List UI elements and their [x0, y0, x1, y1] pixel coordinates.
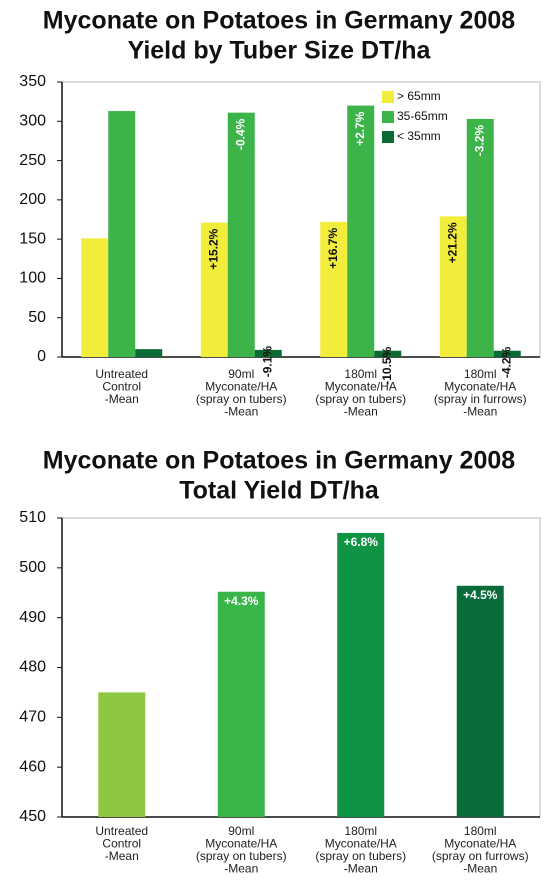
- bar: [493, 350, 521, 357]
- x-tick-line: Untreated: [95, 824, 148, 838]
- legend-label: > 65mm: [397, 89, 441, 103]
- bar: [200, 222, 228, 357]
- change-label: -3.2%: [472, 125, 486, 157]
- change-label: -4.2%: [499, 346, 513, 378]
- bar: [347, 105, 375, 357]
- x-tick-line: Untreated: [95, 367, 148, 381]
- change-label: +6.8%: [344, 535, 379, 549]
- bar: [135, 349, 163, 357]
- bar: [337, 532, 385, 817]
- x-tick-line: Myconate/HA: [444, 380, 516, 394]
- chart-subtitle: Total Yield DT/ha: [179, 477, 380, 505]
- change-label: +15.2%: [206, 228, 220, 269]
- x-tick-line: 180ml: [344, 367, 377, 381]
- bar: [81, 238, 109, 357]
- change-label: -0.4%: [233, 118, 247, 150]
- legend-swatch: [382, 111, 394, 123]
- change-label: -9.1%: [260, 346, 274, 378]
- bar: [466, 118, 494, 357]
- x-tick-line: -Mean: [105, 392, 139, 406]
- x-tick-line: 180ml: [464, 367, 497, 381]
- x-tick-label: Untreated Control -Mean: [95, 824, 148, 863]
- bar: [108, 111, 136, 357]
- y-tick-label: 250: [19, 152, 46, 169]
- x-tick-line: (spray on tubers): [196, 392, 287, 406]
- bar: [374, 350, 402, 357]
- x-tick-line: -Mean: [463, 862, 497, 876]
- x-tick-label: Untreated Control -Mean: [95, 367, 148, 406]
- x-tick-line: -Mean: [105, 849, 139, 863]
- legend-swatch: [382, 91, 394, 103]
- x-tick-line: (spray on furrows): [432, 849, 529, 863]
- change-label: +4.3%: [224, 594, 259, 608]
- x-tick-line: (spray in furrows): [434, 392, 527, 406]
- bar: [456, 585, 504, 817]
- x-tick-line: Control: [102, 380, 141, 394]
- bar: [227, 112, 255, 358]
- x-tick-line: Myconate/HA: [205, 380, 277, 394]
- x-tick-line: (spray on tubers): [315, 849, 406, 863]
- x-tick-line: -Mean: [224, 405, 258, 419]
- bar: [217, 591, 265, 817]
- y-tick-label: 100: [19, 270, 46, 287]
- legend-label: < 35mm: [397, 129, 441, 143]
- y-tick-label: 510: [19, 509, 46, 526]
- x-tick-line: Myconate/HA: [325, 380, 397, 394]
- x-tick-label: 180ml Myconate/HA (spray on tubers) -Mean: [315, 824, 406, 876]
- y-tick-label: 470: [19, 709, 46, 726]
- y-tick-label: 50: [28, 309, 46, 326]
- change-label: +4.5%: [463, 588, 498, 602]
- change-label: +2.7%: [353, 111, 367, 146]
- y-tick-label: 350: [19, 73, 46, 90]
- x-tick-line: -Mean: [224, 862, 258, 876]
- x-tick-line: 180ml: [344, 824, 377, 838]
- y-tick-label: 200: [19, 191, 46, 208]
- y-tick-label: 500: [19, 559, 46, 576]
- x-tick-line: (spray on tubers): [315, 392, 406, 406]
- y-tick-label: 450: [19, 808, 46, 825]
- x-tick-line: 90ml: [228, 824, 254, 838]
- x-tick-label: 180ml Myconate/HA (spray on furrows) -Mean: [432, 824, 529, 876]
- x-tick-line: -Mean: [344, 405, 378, 419]
- legend-label: 35-65mm: [397, 109, 448, 123]
- y-tick-label: 460: [19, 758, 46, 775]
- x-tick-label: 90ml Myconate/HA (spray on tubers) -Mean: [196, 824, 287, 876]
- y-tick-label: 0: [37, 348, 46, 365]
- x-tick-line: Myconate/HA: [444, 837, 516, 851]
- y-tick-label: 150: [19, 230, 46, 247]
- bar: [98, 692, 146, 817]
- y-tick-label: 480: [19, 659, 46, 676]
- x-tick-line: Myconate/HA: [325, 837, 397, 851]
- change-label: +16.7%: [326, 228, 340, 269]
- x-tick-line: -Mean: [463, 405, 497, 419]
- x-tick-line: Control: [102, 837, 141, 851]
- y-tick-label: 300: [19, 113, 46, 130]
- x-tick-label: 180ml Myconate/HA (spray on tubers) -Mean: [315, 367, 406, 419]
- bar: [439, 216, 467, 357]
- x-tick-line: 90ml: [228, 367, 254, 381]
- legend-swatch: [382, 131, 394, 143]
- chart-title: Myconate on Potatoes in Germany 2008: [43, 7, 515, 35]
- x-tick-label: 90ml Myconate/HA (spray on tubers) -Mean: [196, 367, 287, 419]
- x-tick-line: (spray on tubers): [196, 849, 287, 863]
- bar: [254, 349, 282, 357]
- x-tick-line: -Mean: [344, 862, 378, 876]
- change-label: -10.5%: [380, 346, 394, 384]
- x-tick-line: Myconate/HA: [205, 837, 277, 851]
- x-tick-label: 180ml Myconate/HA (spray in furrows) -Mean: [434, 367, 527, 419]
- chart-title: Myconate on Potatoes in Germany 2008: [43, 447, 515, 475]
- x-tick-line: 180ml: [464, 824, 497, 838]
- change-label: +21.2%: [445, 222, 459, 263]
- y-tick-label: 490: [19, 609, 46, 626]
- chart-subtitle: Yield by Tuber Size DT/ha: [128, 37, 432, 65]
- bar: [320, 221, 348, 357]
